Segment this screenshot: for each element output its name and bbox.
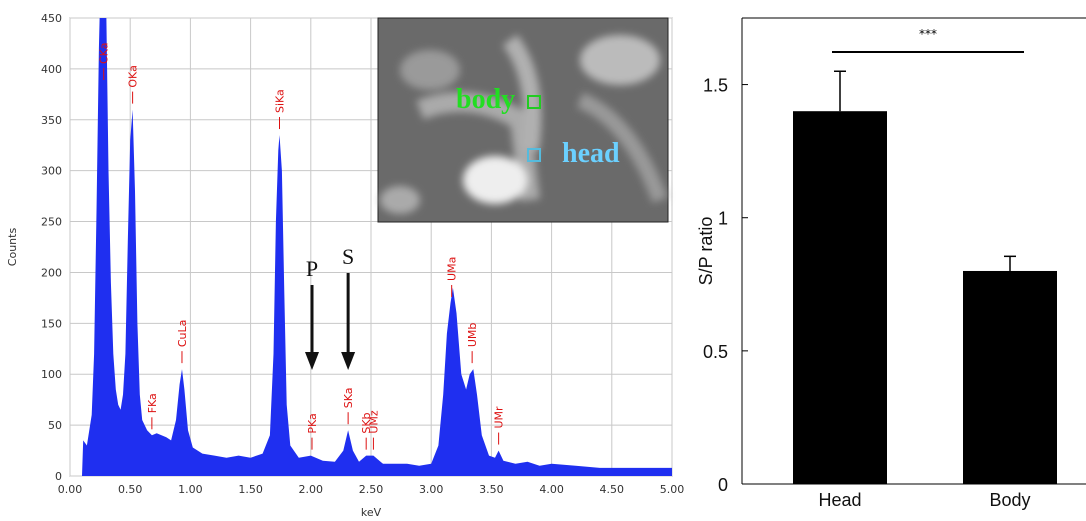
y-tick-label: 400 — [41, 63, 62, 76]
x-tick-label: 3.00 — [419, 483, 444, 496]
arrow-head — [305, 352, 320, 370]
x-tick-label: 1.50 — [238, 483, 263, 496]
y-tick-label: 300 — [41, 165, 62, 178]
y-tick-label: 50 — [48, 419, 62, 432]
annotation-label: OKa — [127, 65, 140, 87]
y-tick-label: 150 — [41, 317, 62, 330]
x-tick-label: Body — [989, 490, 1030, 510]
y-tick-label: 100 — [41, 368, 62, 381]
annotation-label: SKb — [360, 412, 373, 433]
x-tick-label: 3.50 — [479, 483, 504, 496]
y-axis-label: Counts — [6, 228, 19, 267]
significance-label: *** — [919, 27, 937, 41]
x-tick-label: 5.00 — [660, 483, 685, 496]
annotation-label: FKa — [146, 393, 159, 413]
x-tick-label: 1.00 — [178, 483, 203, 496]
annotation-label: SiKa — [273, 89, 286, 113]
y-tick-label: 0 — [718, 475, 728, 495]
inset-label: head — [562, 138, 620, 169]
y-axis-label: S/P ratio — [696, 217, 716, 286]
arrow-label: S — [342, 244, 354, 269]
annotation-label: CuLa — [176, 320, 189, 348]
annotation-label: UMb — [466, 323, 479, 348]
annotation-label: SKa — [342, 387, 355, 408]
x-tick-label: 2.00 — [299, 483, 324, 496]
annotation-label: PKa — [306, 413, 319, 433]
arrow-label: P — [306, 256, 318, 281]
y-tick-label: 0.5 — [703, 342, 728, 362]
y-tick-label: 0 — [55, 470, 62, 483]
x-axis-label: keV — [361, 506, 382, 519]
spectrum-area — [82, 18, 672, 476]
y-tick-label: 1 — [718, 209, 728, 229]
inset-label: body — [456, 84, 515, 115]
annotation-label: UMz — [367, 410, 380, 434]
inset-image: body head — [377, 17, 669, 223]
x-tick-label: 0.00 — [58, 483, 83, 496]
x-tick-label: 4.00 — [539, 483, 564, 496]
x-tick-label: 2.50 — [359, 483, 384, 496]
y-tick-label: 250 — [41, 216, 62, 229]
y-tick-label: 350 — [41, 114, 62, 127]
x-tick-label: 4.50 — [600, 483, 625, 496]
y-tick-label: 450 — [41, 12, 62, 25]
annotation-label: CKa — [98, 43, 111, 64]
y-tick-label: 1.5 — [703, 76, 728, 96]
y-tick-label: 200 — [41, 266, 62, 279]
arrow-head — [341, 352, 356, 370]
annotation-label: UMr — [493, 406, 506, 429]
bar — [963, 270, 1057, 484]
annotation-label: UMa — [446, 257, 459, 281]
x-tick-label: Head — [818, 490, 861, 510]
bar — [793, 111, 887, 484]
x-tick-label: 0.50 — [118, 483, 143, 496]
